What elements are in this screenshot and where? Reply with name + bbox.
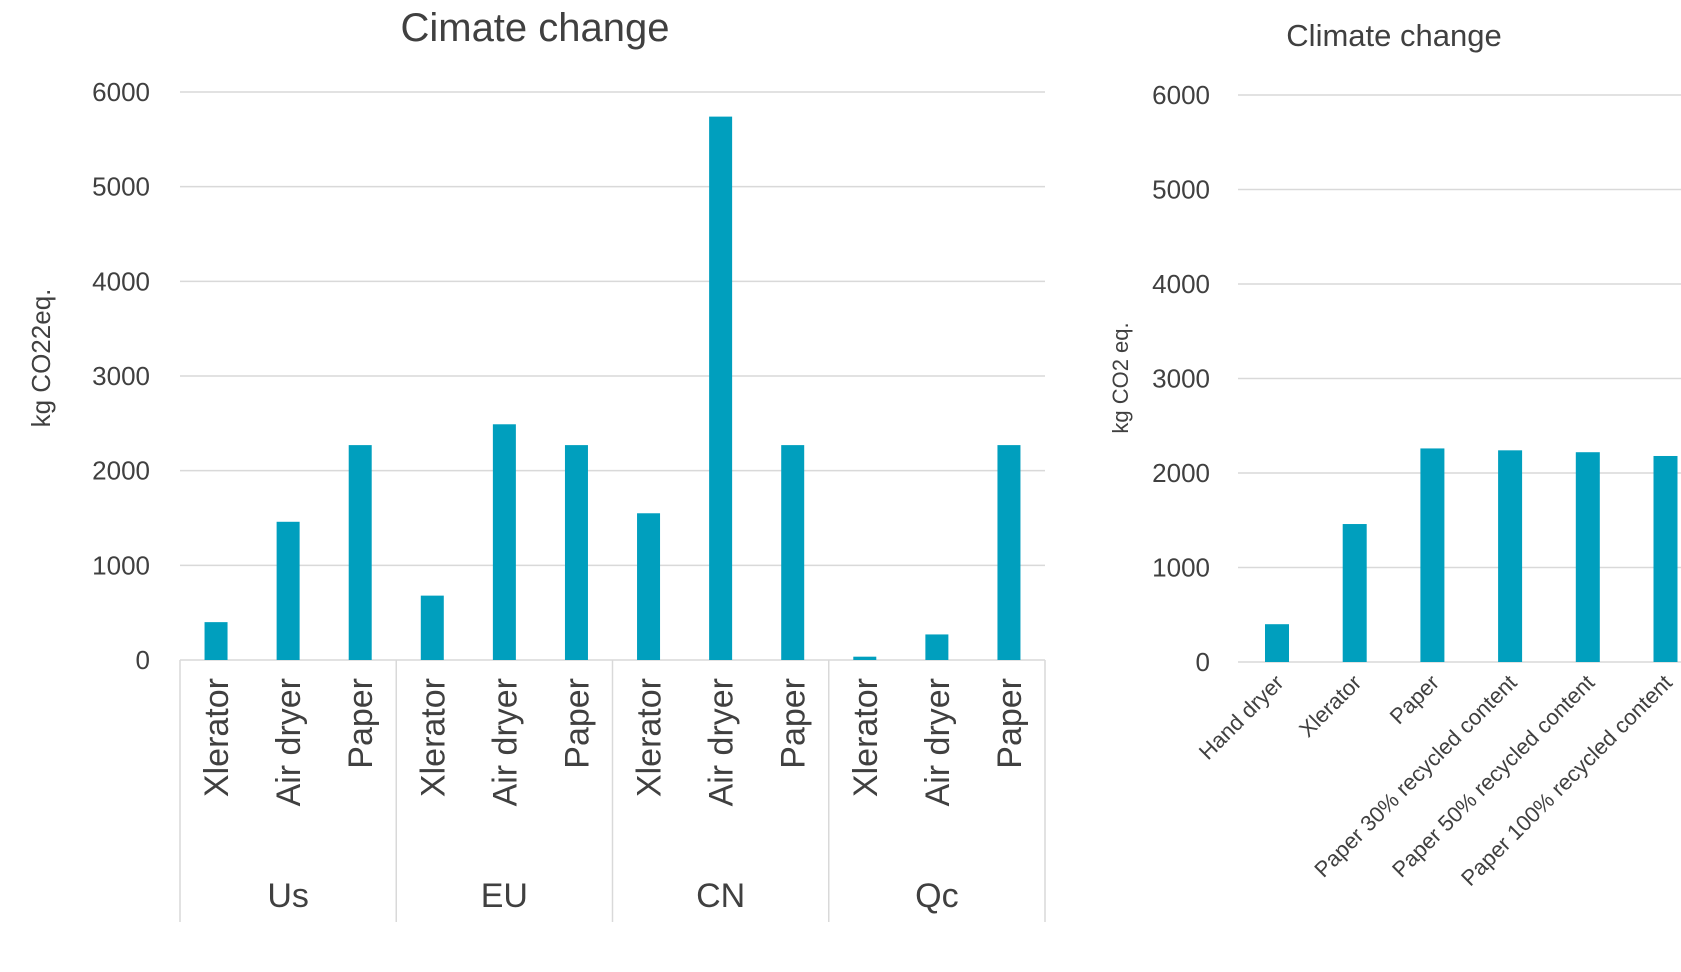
left-x-category-label: Xlerator bbox=[847, 678, 885, 797]
right-x-category-label: Xlerator bbox=[1294, 670, 1366, 742]
right-y-tick-label: 2000 bbox=[1152, 458, 1210, 488]
left-bar bbox=[564, 445, 588, 660]
right-bars bbox=[1265, 448, 1678, 662]
left-bars bbox=[204, 116, 1021, 660]
left-bar bbox=[637, 513, 661, 660]
left-bar bbox=[276, 521, 300, 660]
left-bar bbox=[709, 116, 733, 660]
left-x-axis: Xlerator Air dryer Paper Us Xlerator Air drye… bbox=[179, 660, 1046, 922]
left-x-category-label: Paper bbox=[558, 678, 596, 769]
right-x-category-label: Hand dryer bbox=[1194, 670, 1289, 765]
right-bar bbox=[1575, 452, 1600, 662]
right-y-tick-label: 5000 bbox=[1152, 175, 1210, 205]
left-bar bbox=[925, 634, 949, 660]
left-x-group-label: CN bbox=[696, 877, 745, 915]
right-y-tick-label: 0 bbox=[1196, 647, 1210, 677]
left-bar bbox=[781, 445, 805, 660]
left-bar bbox=[204, 622, 228, 660]
right-bar bbox=[1653, 455, 1678, 662]
right-y-tick-label: 6000 bbox=[1152, 80, 1210, 110]
left-y-tick-label: 2000 bbox=[92, 456, 150, 486]
left-x-category-label: Paper bbox=[991, 678, 1029, 769]
left-x-category-label: Paper bbox=[342, 678, 380, 769]
left-y-tick-label: 1000 bbox=[92, 550, 150, 580]
right-bar bbox=[1342, 524, 1367, 662]
left-x-category-label: Paper bbox=[775, 678, 813, 769]
right-x-category-label: Paper bbox=[1385, 670, 1444, 729]
left-x-category-label: Air dryer bbox=[486, 678, 524, 806]
left-bar bbox=[492, 424, 516, 660]
right-chart-title: Climate change bbox=[1286, 18, 1501, 53]
left-y-tick-label: 6000 bbox=[92, 77, 150, 107]
left-x-category-label: Air dryer bbox=[703, 678, 741, 806]
left-bar bbox=[997, 445, 1021, 660]
right-y-axis-label: kg CO2 eq. bbox=[1108, 322, 1133, 433]
left-x-group-label: Qc bbox=[915, 877, 958, 915]
left-x-group-label: Us bbox=[267, 877, 309, 915]
left-y-tick-label: 4000 bbox=[92, 266, 150, 296]
right-y-tick-labels: 0 1000 2000 3000 4000 5000 6000 bbox=[1152, 80, 1210, 677]
left-y-tick-label: 5000 bbox=[92, 172, 150, 202]
right-chart: Climate change kg CO2 eq. 0 1000 2000 3000 4… bbox=[1108, 18, 1681, 891]
left-y-tick-labels: 0 1000 2000 3000 4000 5000 6000 bbox=[92, 77, 150, 675]
left-y-tick-label: 3000 bbox=[92, 361, 150, 391]
left-bar bbox=[420, 595, 444, 660]
left-bar bbox=[348, 445, 372, 660]
right-bar bbox=[1420, 448, 1445, 662]
right-y-tick-label: 3000 bbox=[1152, 364, 1210, 394]
left-x-category-label: Air dryer bbox=[919, 678, 957, 806]
right-gridlines bbox=[1238, 94, 1681, 663]
left-x-category-label: Xlerator bbox=[631, 678, 669, 797]
left-x-category-label: Air dryer bbox=[270, 678, 308, 806]
right-bar bbox=[1498, 450, 1523, 662]
right-y-tick-label: 1000 bbox=[1152, 553, 1210, 583]
left-x-group-label: EU bbox=[481, 877, 528, 915]
left-x-category-label: Xlerator bbox=[414, 678, 452, 797]
left-bar bbox=[853, 656, 877, 660]
right-y-tick-label: 4000 bbox=[1152, 269, 1210, 299]
left-chart-title: Cimate change bbox=[400, 6, 669, 50]
left-y-axis-label: kg CO22eq. bbox=[26, 289, 56, 428]
left-y-tick-label: 0 bbox=[136, 645, 150, 675]
left-x-category-label: Xlerator bbox=[198, 678, 236, 797]
left-chart: Cimate change kg CO22eq. 0 1000 2000 3000 40… bbox=[26, 6, 1046, 922]
right-bar bbox=[1265, 624, 1289, 662]
left-gridlines bbox=[180, 91, 1045, 661]
